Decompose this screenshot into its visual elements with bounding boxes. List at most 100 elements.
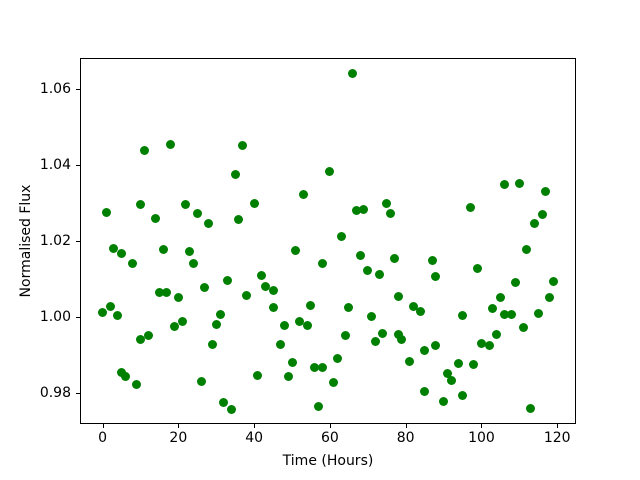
y-tick-label: 1.00 xyxy=(39,308,71,325)
x-tick-label: 100 xyxy=(468,430,495,446)
data-point xyxy=(211,319,221,329)
data-point xyxy=(98,307,108,317)
data-point xyxy=(348,68,358,78)
data-point xyxy=(340,331,350,341)
y-axis-label: Normalised Flux xyxy=(18,184,34,298)
data-point xyxy=(518,322,528,332)
data-point xyxy=(242,290,252,300)
data-point xyxy=(260,282,270,292)
data-point xyxy=(454,359,464,369)
data-point xyxy=(238,141,248,151)
y-tick-label: 1.06 xyxy=(39,81,71,98)
data-point xyxy=(314,402,324,412)
x-tick-mark xyxy=(254,424,256,428)
data-point xyxy=(382,199,392,209)
data-point xyxy=(215,310,225,320)
data-point xyxy=(268,303,278,313)
data-point xyxy=(234,215,244,225)
data-point xyxy=(336,232,346,242)
x-tick-label: 60 xyxy=(320,430,339,446)
data-point xyxy=(442,369,452,379)
data-point xyxy=(458,390,467,400)
data-point xyxy=(291,245,301,255)
data-point xyxy=(416,307,426,317)
data-point xyxy=(530,219,539,229)
data-point xyxy=(128,258,138,268)
data-point xyxy=(393,329,403,339)
data-point xyxy=(177,317,187,327)
data-point xyxy=(469,360,479,370)
data-point xyxy=(223,276,233,286)
data-point xyxy=(109,244,119,254)
data-point xyxy=(295,317,305,327)
data-point xyxy=(431,272,441,282)
data-point xyxy=(431,340,441,350)
data-point xyxy=(181,200,191,210)
data-point xyxy=(499,180,509,190)
x-tick-mark xyxy=(178,424,180,428)
data-point xyxy=(541,187,551,196)
data-point xyxy=(355,250,365,260)
data-point xyxy=(162,288,172,298)
data-point xyxy=(446,375,456,385)
data-point xyxy=(226,405,236,415)
data-point xyxy=(420,386,430,396)
x-tick-mark xyxy=(481,424,483,428)
data-point xyxy=(166,139,176,149)
data-point xyxy=(537,209,547,219)
data-point xyxy=(143,330,153,340)
data-point xyxy=(488,304,498,314)
data-point xyxy=(393,292,403,302)
x-tick-mark xyxy=(557,424,559,428)
data-point xyxy=(287,358,297,368)
data-point xyxy=(351,205,361,215)
data-point xyxy=(439,397,449,407)
data-point xyxy=(374,269,384,279)
data-point xyxy=(132,379,142,389)
x-tick-mark xyxy=(329,424,331,428)
data-point xyxy=(389,253,399,263)
data-point xyxy=(185,246,195,256)
data-point xyxy=(514,179,524,189)
data-point xyxy=(279,321,289,331)
data-point xyxy=(386,209,396,219)
y-tick-label: 1.04 xyxy=(39,156,71,173)
data-point xyxy=(135,335,145,345)
data-point xyxy=(310,362,320,372)
data-point xyxy=(420,346,430,356)
data-point xyxy=(101,207,111,217)
data-point xyxy=(158,245,168,255)
x-tick-label: 0 xyxy=(98,430,107,446)
data-point xyxy=(276,340,286,350)
data-point xyxy=(492,329,502,339)
data-point xyxy=(548,277,558,287)
data-point xyxy=(344,303,354,313)
data-point xyxy=(329,377,339,387)
data-point xyxy=(363,266,373,276)
data-point xyxy=(113,310,123,320)
data-point xyxy=(135,199,145,209)
y-tick-label: 0.98 xyxy=(39,384,71,401)
data-point xyxy=(154,288,164,298)
data-point xyxy=(495,293,505,303)
data-point xyxy=(306,300,316,310)
data-point xyxy=(507,310,517,320)
data-point xyxy=(404,357,414,367)
data-point xyxy=(105,302,115,312)
data-point xyxy=(378,328,388,338)
x-tick-label: 40 xyxy=(245,430,264,446)
y-tick-label: 1.02 xyxy=(39,232,71,249)
data-point xyxy=(257,271,267,281)
data-point xyxy=(207,340,217,350)
x-tick-label: 80 xyxy=(396,430,415,446)
x-tick-label: 20 xyxy=(169,430,188,446)
data-point xyxy=(200,283,210,293)
data-point xyxy=(253,370,263,380)
data-point xyxy=(473,263,483,273)
data-point xyxy=(302,320,312,330)
data-point xyxy=(120,372,130,382)
data-point xyxy=(476,339,486,349)
data-point xyxy=(370,336,380,346)
data-point xyxy=(196,376,206,386)
